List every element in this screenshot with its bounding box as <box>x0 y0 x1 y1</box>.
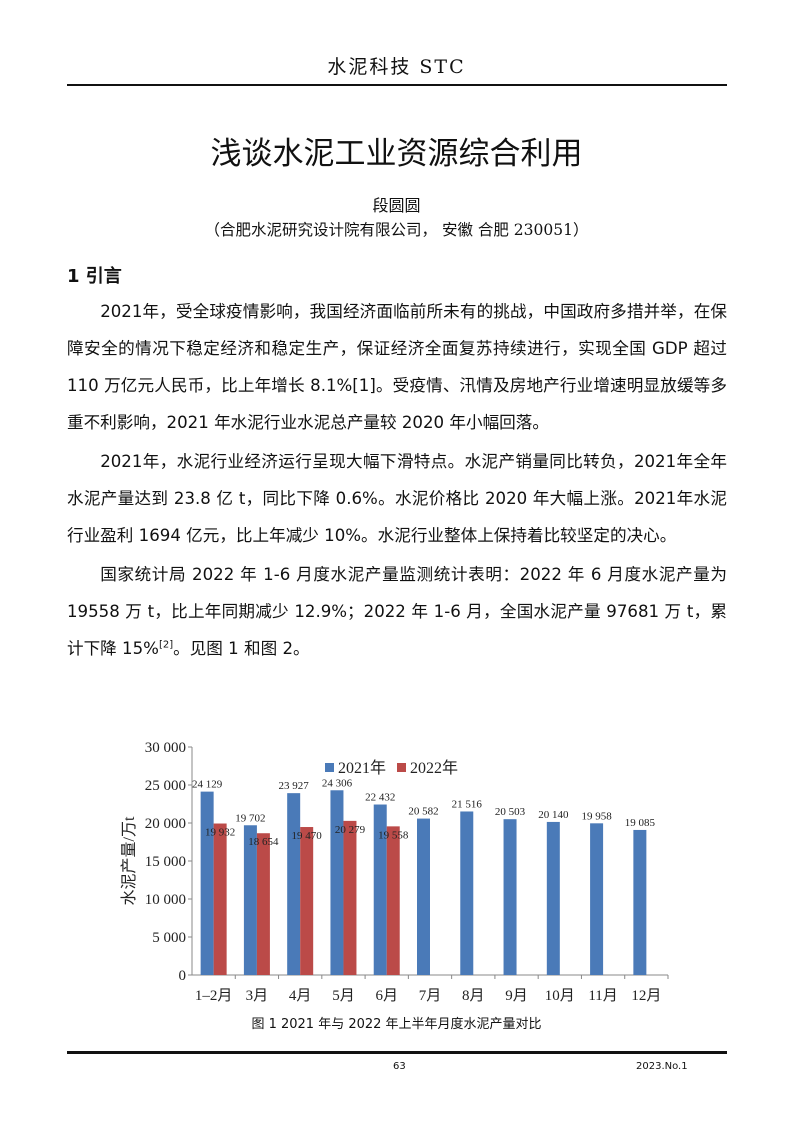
x-tick-label: 12月 <box>631 988 661 1004</box>
article-title: 浅谈水泥工业资源综合利用 <box>210 136 583 172</box>
journal-header: 水泥科技 STC <box>327 56 466 78</box>
bar-2022年 <box>343 820 357 975</box>
bar-2021年 <box>243 825 257 975</box>
bar-2021年 <box>200 791 214 975</box>
y-tick-label: 10 000 <box>145 892 186 908</box>
x-tick-label: 1–2月 <box>195 988 233 1004</box>
header-rule <box>67 84 727 86</box>
legend-swatch <box>325 763 334 772</box>
x-tick-label: 8月 <box>462 988 485 1004</box>
x-tick-label: 5月 <box>332 988 355 1004</box>
bar-2021年 <box>546 821 560 975</box>
data-label: 21 516 <box>452 798 483 810</box>
data-label: 19 085 <box>625 817 656 829</box>
data-label: 19 702 <box>235 812 265 824</box>
legend-label: 2022年 <box>410 759 458 777</box>
x-tick-label: 7月 <box>419 988 442 1004</box>
bar-2021年 <box>417 818 430 975</box>
figure-caption: 图 1 2021 年与 2022 年上半年月度水泥产量对比 <box>251 1017 542 1032</box>
data-label: 20 279 <box>335 824 366 836</box>
footer-rule <box>67 1051 727 1054</box>
bar-2021年 <box>503 819 517 975</box>
data-label: 20 140 <box>538 809 569 821</box>
paragraph-text: 。见图 1 和图 2。 <box>173 639 310 658</box>
bar-chart: 0 5 000 10 000 15 000 20 000 25 000 30 000 1–2月… <box>120 740 669 1004</box>
legend-label: 2021年 <box>338 759 386 777</box>
y-tick-label: 30 000 <box>145 740 186 756</box>
y-tick-label: 15 000 <box>145 854 186 870</box>
bar-2022年 <box>213 823 227 975</box>
data-label: 24 129 <box>192 779 223 791</box>
data-label: 18 654 <box>248 836 279 848</box>
bar-2022年 <box>256 833 270 975</box>
bar-2022年 <box>300 827 314 975</box>
y-tick-label: 25 000 <box>145 778 186 794</box>
issue-number: 2023.No.1 <box>636 1061 688 1072</box>
data-label: 19 558 <box>378 829 409 841</box>
data-label: 19 470 <box>292 830 323 842</box>
y-tick-label: 0 <box>179 968 187 984</box>
data-label: 19 932 <box>205 827 235 839</box>
affiliation: （合肥水泥研究设计院有限公司， 安徽 合肥 230051） <box>204 221 589 239</box>
citation: [2] <box>158 639 174 651</box>
bar-2021年 <box>330 790 344 975</box>
section-heading: 1 引言 <box>67 266 122 287</box>
paragraph: 2021年，水泥行业经济运行呈现大幅下滑特点。水泥产销量同比转负，2021年全年… <box>67 452 727 545</box>
body-text: 2021年，受全球疫情影响，我国经济面临前所未有的挑战，中国政府多措并举，在保障… <box>67 293 727 669</box>
bar-2021年 <box>590 823 604 975</box>
data-label: 24 306 <box>322 777 353 789</box>
data-label: 23 927 <box>279 780 310 792</box>
bar-2021年 <box>460 811 474 975</box>
x-tick-label: 4月 <box>289 988 312 1004</box>
data-label: 20 503 <box>495 806 526 818</box>
data-label: 19 958 <box>581 810 612 822</box>
x-tick-label: 6月 <box>375 988 398 1004</box>
y-tick-label: 5 000 <box>152 930 186 946</box>
author: 段圆圆 <box>372 196 421 215</box>
bar-2021年 <box>287 793 301 975</box>
legend-swatch <box>397 763 406 772</box>
y-axis-label: 水泥产量/万t <box>120 816 138 905</box>
data-label: 22 432 <box>365 792 395 804</box>
bar-2021年 <box>633 829 647 975</box>
paragraph: 国家统计局 2022 年 1-6 月度水泥产量监测统计表明：2022 年 6 月… <box>67 556 727 667</box>
paragraph-text: 国家统计局 2022 年 1-6 月度水泥产量监测统计表明：2022 年 6 月… <box>67 565 727 658</box>
page-number: 63 <box>393 1061 406 1072</box>
x-tick-label: 9月 <box>505 988 528 1004</box>
x-tick-label: 3月 <box>246 988 269 1004</box>
bar-2022年 <box>386 826 400 975</box>
data-label: 20 582 <box>408 806 438 818</box>
paragraph: 2021年，受全球疫情影响，我国经济面临前所未有的挑战，中国政府多措并举，在保障… <box>67 302 727 432</box>
x-tick-label: 10月 <box>545 988 575 1004</box>
x-tick-label: 11月 <box>588 988 617 1004</box>
bar-2021年 <box>373 804 387 975</box>
y-tick-label: 20 000 <box>145 816 186 832</box>
